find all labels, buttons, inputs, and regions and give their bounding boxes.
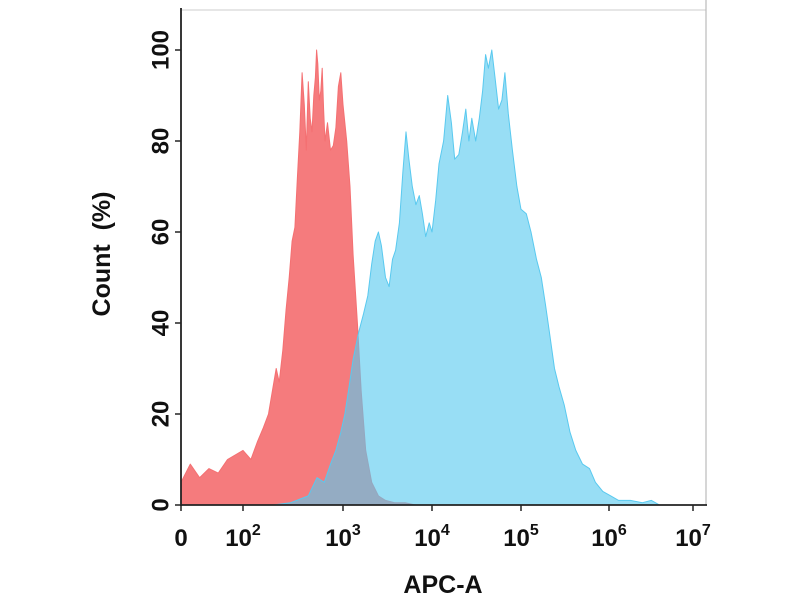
x-tick-label: 106 bbox=[591, 522, 627, 552]
x-tick-label: 104 bbox=[414, 522, 450, 552]
y-axis-ticks: 0 20 40 60 80 100 bbox=[148, 30, 181, 512]
y-axis-title: Count (%) bbox=[88, 192, 116, 317]
x-tick-label: 105 bbox=[503, 522, 539, 552]
x-axis-ticks: 0 102 103 104 105 106 107 bbox=[174, 505, 711, 552]
series-area-2 bbox=[272, 49, 661, 506]
y-tick-label: 80 bbox=[148, 128, 175, 155]
x-tick-label: 102 bbox=[225, 522, 261, 552]
x-tick-label: 103 bbox=[325, 522, 361, 552]
series-layer bbox=[180, 49, 661, 506]
plot-frame bbox=[180, 0, 707, 506]
y-tick-label: 60 bbox=[148, 219, 175, 246]
x-tick-label: 0 bbox=[174, 525, 187, 552]
x-tick-label: 107 bbox=[675, 522, 711, 552]
y-tick-label: 20 bbox=[148, 401, 175, 428]
y-tick-label: 100 bbox=[148, 30, 175, 70]
y-tick-label: 0 bbox=[148, 498, 175, 511]
y-tick-label: 40 bbox=[148, 310, 175, 337]
x-axis-title: APC-A bbox=[403, 571, 482, 599]
